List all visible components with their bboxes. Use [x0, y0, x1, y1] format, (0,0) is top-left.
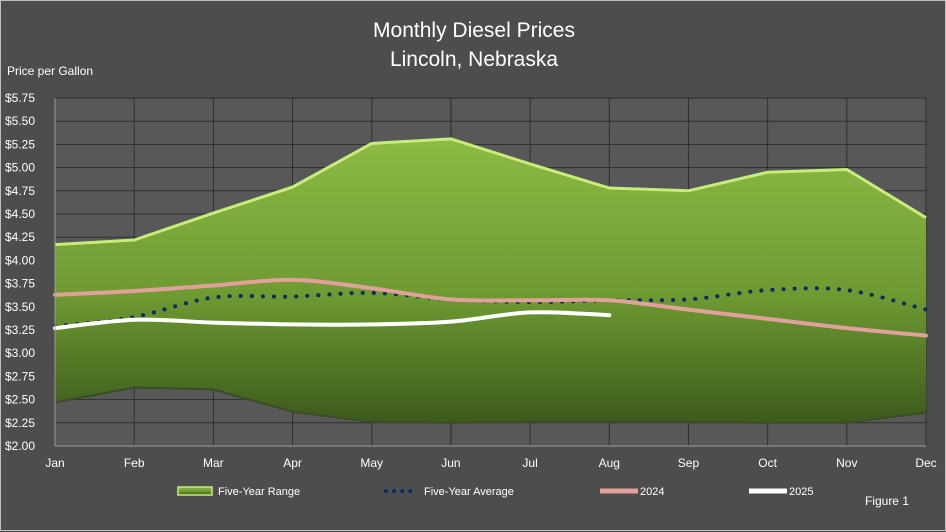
series-line-2025: [53, 310, 612, 331]
y-tick-label: $4.50: [5, 207, 35, 221]
five-year-range-high-edge: [54, 137, 927, 247]
x-tick-label: Nov: [836, 456, 857, 470]
y-tick-label: $4.00: [5, 253, 35, 267]
legend: Five-Year Range Five-Year Average 2024 2025: [177, 486, 813, 498]
legend-label-five-year-range: Five-Year Range: [218, 486, 300, 498]
y-tick-label: $3.00: [5, 346, 35, 360]
y-tick-label: $4.75: [5, 184, 35, 198]
x-tick-label: Jun: [441, 456, 460, 470]
legend-label-five-year-average: Five-Year Average: [424, 486, 514, 498]
x-tick-label: Feb: [124, 456, 145, 470]
y-tick-label: $3.25: [5, 323, 35, 337]
five-year-range-low-edge: [54, 386, 927, 424]
legend-label-2024: 2024: [640, 486, 664, 498]
x-tick-label: Dec: [915, 456, 936, 470]
x-tick-label: Aug: [599, 456, 620, 470]
y-tick-label: $2.25: [5, 416, 35, 430]
y-tick-label: $2.75: [5, 369, 35, 383]
x-tick-label: Sep: [678, 456, 700, 470]
y-tick-label: $2.50: [5, 393, 35, 407]
x-tick-label: Jul: [522, 456, 537, 470]
y-tick-label: $3.75: [5, 277, 35, 291]
five-year-range-band: [55, 138, 926, 423]
y-tick-label: $5.75: [5, 91, 35, 105]
y-tick-label: $5.00: [5, 161, 35, 175]
y-tick-label: $5.25: [5, 137, 35, 151]
y-axis-label: Price per Gallon: [7, 64, 94, 78]
series-line-2024: [53, 277, 928, 338]
x-tick-label: Mar: [203, 456, 224, 470]
y-tick-label: $2.00: [5, 439, 35, 453]
x-tick-label: Jan: [45, 456, 64, 470]
x-tick-label: Apr: [283, 456, 302, 470]
chart-title: Monthly Diesel Prices: [373, 19, 575, 42]
chart-subtitle: Lincoln, Nebraska: [389, 48, 559, 71]
x-tick-label: May: [360, 456, 383, 470]
y-tick-label: $3.50: [5, 300, 35, 314]
legend-label-2025: 2025: [789, 486, 813, 498]
y-tick-label: $5.50: [5, 114, 35, 128]
y-tick-label: $4.25: [5, 230, 35, 244]
legend-swatch-five-year-range: [177, 486, 213, 496]
x-tick-label: Oct: [758, 456, 777, 470]
figure-label: Figure 1: [864, 494, 909, 508]
